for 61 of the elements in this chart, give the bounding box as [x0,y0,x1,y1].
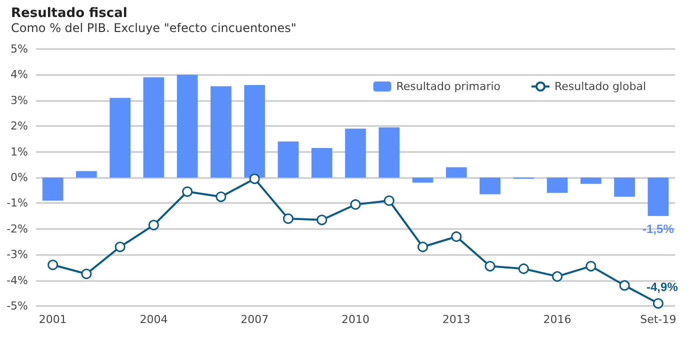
y-tick-label: -1% [6,196,28,210]
point [182,186,193,197]
point [282,213,294,224]
point [552,271,563,282]
point [652,298,664,309]
x-tick-label: 2016 [543,313,572,326]
bar [244,84,266,178]
bar [76,171,97,178]
point [350,199,361,210]
point [148,220,159,230]
bar [176,74,198,178]
bar [480,178,500,194]
point [418,242,428,252]
point [216,192,226,202]
point [484,260,496,272]
y-tick-label: 2% [10,120,28,133]
y-tick-label: -5% [6,300,28,312]
bar [412,178,434,183]
point [316,214,328,226]
x-tick-label: 2013 [442,313,470,326]
legend-label: Resultado global [554,80,646,93]
point [586,260,596,272]
point [114,242,126,252]
bar [580,178,602,184]
y-tick-label: -3% [6,248,28,262]
y-tick-label: 1% [10,145,28,158]
chart-subtitle: Como % del PIB. Excluye "efecto cincuentones" [11,21,296,35]
bar [278,142,299,178]
chart-title: Resultado fiscal [11,6,128,21]
point [518,263,529,274]
point [48,260,58,270]
y-tick-label: 0% [10,171,28,184]
y-tick-label: -2% [6,222,28,236]
bar [378,127,400,178]
point [249,174,260,184]
point [451,231,462,242]
bar [614,178,635,197]
y-tick-label: 3% [10,94,28,107]
bar [446,167,467,178]
x-tick-label: 2010 [342,313,370,326]
bar [110,98,131,178]
x-tick-label: 2007 [240,313,269,326]
legend-label: Resultado primario [396,80,501,93]
data-label: -1,5% [642,222,674,236]
x-tick-label: 2001 [38,313,67,326]
data-label: -4,9% [646,280,678,294]
bar [546,178,568,193]
y-tick-label: 5% [10,42,28,56]
x-tick-label: 2004 [140,313,168,326]
point [384,195,394,206]
bar [648,178,669,216]
point [619,280,630,291]
bar [345,128,366,178]
y-tick-label: 4% [10,68,28,82]
bar [210,86,232,178]
bar [42,178,64,201]
bar [311,148,332,178]
bar [143,77,164,178]
y-tick-label: -4% [6,274,28,287]
x-tick-label: Set-19 [640,313,676,326]
point [81,268,92,280]
